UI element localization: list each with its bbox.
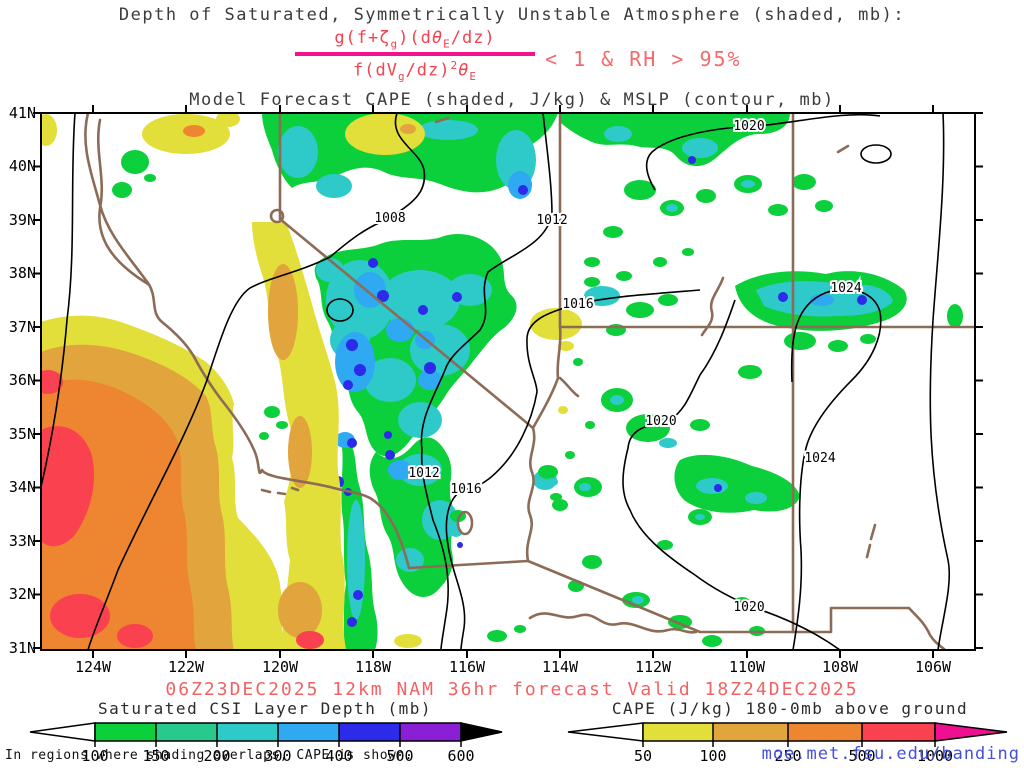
cape-colorbar-title: CAPE (J/kg) 180-0mb above ground (611, 699, 969, 718)
svg-text:40N: 40N (9, 157, 36, 175)
svg-text:500: 500 (848, 747, 875, 765)
sacramento-river (96, 118, 150, 286)
us-mexico-border-ca (407, 559, 530, 570)
contour-label: 1012 (536, 213, 567, 228)
svg-text:120W: 120W (262, 658, 299, 676)
contour-label: 1016 (562, 297, 593, 312)
svg-text:150: 150 (142, 747, 169, 765)
contour-label: 1012 (408, 466, 439, 481)
csi-colorbar-left-arrow (29, 722, 96, 742)
forecast-valid-line: 06Z23DEC2025 12km NAM 36hr forecast Vali… (165, 679, 859, 700)
contour-label: 1020 (645, 414, 676, 429)
fraction-bar (295, 52, 535, 57)
lon-axis-labels: 124W 122W 120W 118W 116W 114W 112W 110W … (75, 658, 952, 676)
pacific-coastline (84, 113, 411, 570)
svg-text:400: 400 (325, 747, 352, 765)
csi-colorbar-ticks: 100 150 200 300 400 500 600 (81, 747, 474, 765)
csi-formula-fraction: g(f+ζg)(dθE/dz) f(dVg/dz)2θE (295, 28, 535, 83)
svg-text:34N: 34N (9, 478, 36, 496)
cape-colorbar-right-arrow (934, 722, 1008, 742)
ca-nv-border (278, 113, 535, 430)
cape-colorbar: 50 100 250 500 1000 (567, 722, 1008, 765)
nv-ut-border (531, 113, 562, 430)
svg-text:100: 100 (699, 747, 726, 765)
svg-text:112W: 112W (635, 658, 672, 676)
contour-label: 1008 (374, 211, 405, 226)
lat-axis-labels: 41N 40N 39N 38N 37N 36N 35N 34N 33N 32N … (9, 104, 36, 657)
axis-ticks (33, 105, 983, 658)
us-mexico-border-az-nm (526, 559, 948, 650)
site-url-link[interactable]: moe.met.fsu.edu/banding (761, 744, 1020, 764)
svg-text:600: 600 (447, 747, 474, 765)
svg-text:106W: 106W (915, 658, 952, 676)
cape-shading-layer (41, 113, 582, 650)
virgin-river (558, 376, 580, 398)
state-borders (84, 113, 975, 650)
page-title: Depth of Saturated, Symmetrically Unstab… (118, 5, 906, 25)
overlap-note: In regions where shading overlaps, CAPE … (5, 748, 414, 763)
channel-islands (260, 486, 300, 496)
contour-label: 1016 (450, 482, 481, 497)
svg-text:108W: 108W (822, 658, 859, 676)
contour-label: 1024 (804, 451, 835, 466)
formula-numerator: g(f+ζg)(dθE/dz) (334, 28, 496, 51)
map-title: Model Forecast CAPE (shaded, J/kg) & MSL… (189, 90, 835, 110)
svg-text:32N: 32N (9, 585, 36, 603)
contour-label: 1020 (733, 119, 764, 134)
svg-text:36N: 36N (9, 371, 36, 389)
river-dashes (434, 116, 877, 559)
svg-text:33N: 33N (9, 532, 36, 550)
svg-text:124W: 124W (75, 658, 112, 676)
svg-text:110W: 110W (729, 658, 766, 676)
svg-text:200: 200 (203, 747, 230, 765)
svg-text:100: 100 (81, 747, 108, 765)
mslp-contours (41, 113, 951, 650)
colorado-river-ca-az (525, 426, 536, 563)
cape-colorbar-ticks: 50 100 250 500 1000 (634, 747, 953, 765)
svg-text:50: 50 (634, 747, 652, 765)
svg-text:39N: 39N (9, 211, 36, 229)
green-river-utah (700, 276, 725, 337)
svg-text:300: 300 (264, 747, 291, 765)
svg-text:114W: 114W (542, 658, 579, 676)
svg-text:122W: 122W (168, 658, 205, 676)
csi-colorbar-title: Saturated CSI Layer Depth (mb) (98, 699, 432, 718)
contour-labels: 1008 1012 1016 1020 1024 1020 1012 1016 … (372, 117, 863, 617)
cape-colorbar-left-arrow (567, 722, 644, 742)
svg-text:500: 500 (386, 747, 413, 765)
formula-denominator: f(dVg/dz)2θE (352, 59, 478, 84)
gila-river (528, 612, 698, 634)
svg-text:116W: 116W (449, 658, 486, 676)
svg-text:31N: 31N (9, 639, 36, 657)
salton-sea (456, 510, 474, 536)
svg-text:37N: 37N (9, 318, 36, 336)
svg-text:38N: 38N (9, 264, 36, 282)
lake-tahoe (269, 208, 285, 224)
formula-condition: < 1 & RH > 95% (545, 47, 742, 71)
contour-label: 1024 (830, 281, 861, 296)
svg-text:35N: 35N (9, 425, 36, 443)
csi-colorbar-right-arrow (460, 722, 503, 742)
svg-text:1000: 1000 (917, 747, 953, 765)
svg-text:250: 250 (774, 747, 801, 765)
contour-label: 1020 (733, 600, 764, 615)
svg-text:118W: 118W (355, 658, 392, 676)
svg-text:41N: 41N (9, 104, 36, 122)
csi-colorbar: 100 150 200 300 400 500 600 (29, 722, 503, 765)
